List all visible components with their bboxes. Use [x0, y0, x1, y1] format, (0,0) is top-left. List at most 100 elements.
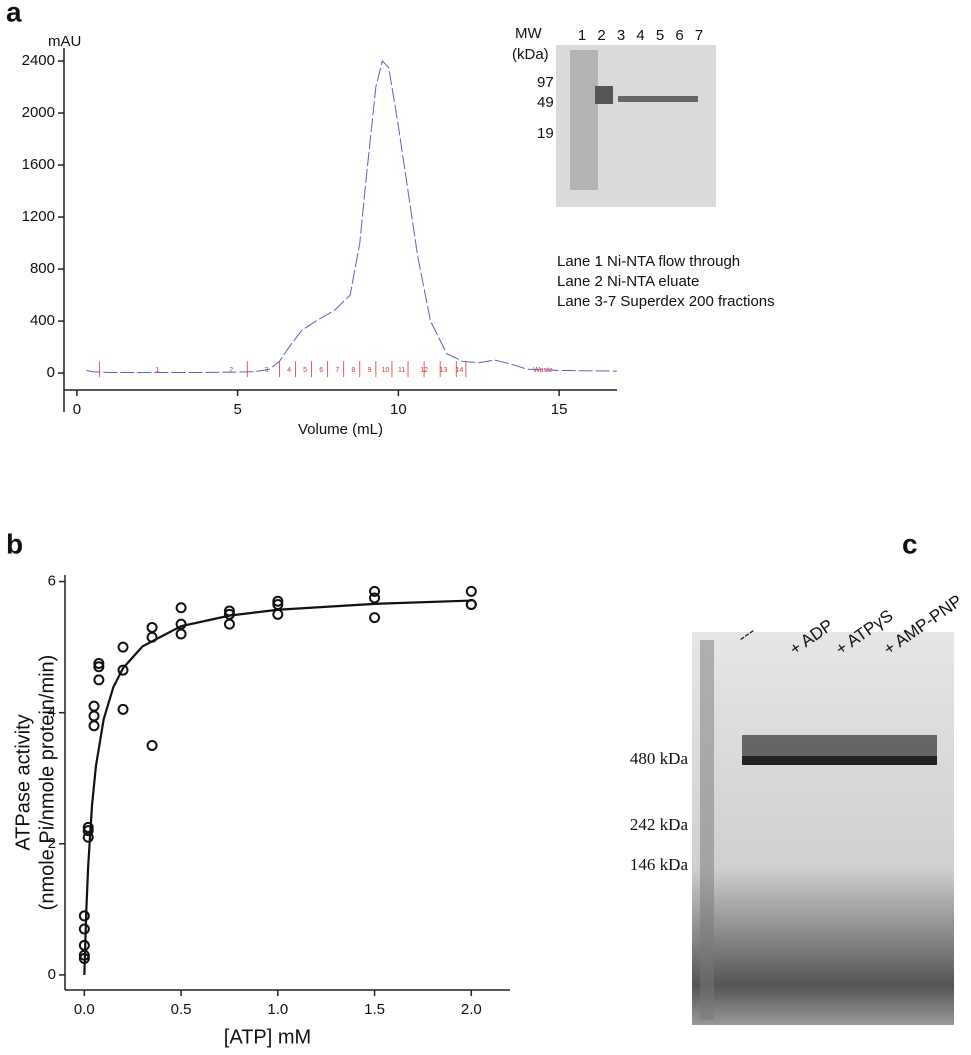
gel-lane-label: 6: [675, 27, 683, 44]
gel-band: [618, 96, 698, 102]
gel-marker: 480 kDa: [630, 749, 689, 768]
fraction-label: 13: [439, 367, 447, 374]
x-tick-label: 10: [390, 401, 407, 418]
data-point: [223, 605, 235, 617]
data-point: [369, 585, 381, 597]
data-point: [465, 585, 477, 597]
data-point: [93, 661, 105, 673]
data-point: [78, 910, 90, 922]
data-point: [78, 953, 90, 965]
data-point: [272, 595, 284, 607]
data-point: [93, 674, 105, 686]
gel-lane: [570, 50, 598, 190]
gel-band: [742, 735, 937, 757]
data-point: [88, 700, 100, 712]
data-point: [88, 710, 100, 722]
y-axis-label: (nmole Pi/nmole protein/min): [36, 655, 58, 911]
data-point: [272, 608, 284, 620]
gel-marker: 19: [537, 125, 554, 142]
data-point: [82, 825, 94, 837]
gel-lane-label: 5: [656, 27, 664, 44]
x-tick-label: 0: [73, 401, 81, 418]
fraction-label: 12: [420, 367, 428, 374]
y-tick-label: 800: [30, 260, 55, 277]
gel-image: [692, 632, 954, 1025]
y-axis-label: mAU: [48, 33, 81, 50]
y-tick-label: 1600: [22, 156, 55, 173]
fit-curve: [83, 599, 472, 975]
fraction-label: 7: [335, 367, 339, 374]
x-tick-label: 2.0: [461, 1001, 482, 1018]
gel-legend: Lane 2 Ni-NTA eluate: [557, 273, 699, 290]
data-point: [175, 618, 187, 630]
fraction-label: 8: [351, 367, 355, 374]
fraction-label: 6: [319, 367, 323, 374]
chromatogram-line: [86, 60, 618, 373]
gel-lane-label: 3: [617, 27, 625, 44]
data-point: [369, 592, 381, 604]
y-tick-label: 4: [48, 704, 56, 721]
x-tick-label: 0.0: [74, 1001, 95, 1018]
data-point: [223, 608, 235, 620]
y-tick-label: 400: [30, 312, 55, 329]
x-tick-label: 5: [233, 401, 241, 418]
y-tick-label: 2: [48, 835, 56, 852]
x-axis-label: Volume (mL): [298, 421, 383, 438]
x-tick-label: 1.0: [267, 1001, 288, 1018]
panel-label: a: [6, 0, 22, 27]
gel-lane-label: 1: [578, 27, 586, 44]
fraction-label: 2: [229, 367, 233, 374]
data-point: [223, 618, 235, 630]
data-point: [175, 602, 187, 614]
gel-band: [595, 86, 613, 104]
gel-ladder: [700, 640, 714, 1020]
data-point: [82, 821, 94, 833]
gel-lane-label: 2: [597, 27, 605, 44]
data-point: [117, 703, 129, 715]
data-point: [175, 628, 187, 640]
data-point: [465, 599, 477, 611]
data-point: [93, 658, 105, 670]
data-point: [369, 612, 381, 624]
fraction-label: 4: [287, 367, 291, 374]
fraction-label: 9: [367, 367, 371, 374]
y-tick-label: 6: [48, 573, 56, 590]
gel-mw-label: MW: [515, 25, 542, 42]
y-tick-label: 0: [48, 966, 56, 983]
fraction-label: 11: [398, 367, 405, 374]
gel-marker: 49: [537, 94, 554, 111]
gel-marker: 146 kDa: [630, 855, 689, 874]
gel-band: [742, 756, 937, 765]
panel-label: b: [6, 528, 23, 559]
y-tick-label: 1200: [22, 208, 55, 225]
fraction-label: 1: [155, 367, 159, 374]
gel-mw-label: (kDa): [512, 46, 549, 63]
gel-legend: Lane 3-7 Superdex 200 fractions: [557, 293, 775, 310]
data-point: [272, 599, 284, 611]
x-tick-label: 1.5: [364, 1001, 385, 1018]
gel-marker: 242 kDa: [630, 815, 689, 834]
y-tick-label: 2000: [22, 104, 55, 121]
y-axis-label: ATPase activity: [12, 714, 34, 850]
data-point: [78, 939, 90, 951]
y-tick-label: 0: [47, 364, 55, 381]
fraction-label: 3: [265, 367, 269, 374]
fraction-label: Waste: [533, 367, 553, 374]
x-axis-label: [ATP] mM: [224, 1026, 311, 1048]
gel-lane-label: 4: [636, 27, 644, 44]
gel-lane-label: 7: [695, 27, 703, 44]
x-tick-label: 0.5: [171, 1001, 192, 1018]
y-tick-label: 2400: [22, 52, 55, 69]
gel-marker: 97: [537, 74, 554, 91]
gel-legend: Lane 1 Ni-NTA flow through: [557, 253, 740, 270]
fraction-label: 10: [382, 367, 390, 374]
panel-label: c: [902, 528, 918, 559]
data-point: [78, 923, 90, 935]
x-tick-label: 15: [551, 401, 568, 418]
data-point: [88, 720, 100, 732]
data-point: [117, 641, 129, 653]
fraction-label: 14: [456, 367, 464, 374]
fraction-label: 5: [303, 367, 307, 374]
data-point: [117, 664, 129, 676]
